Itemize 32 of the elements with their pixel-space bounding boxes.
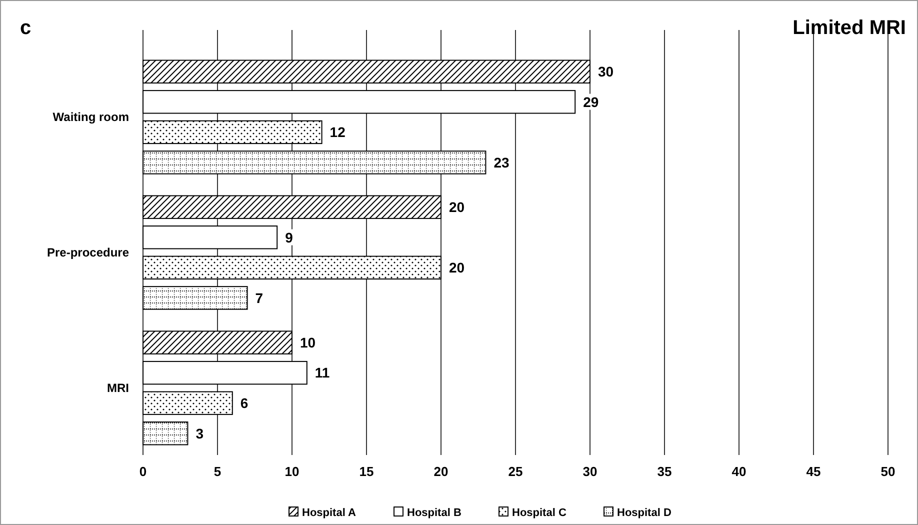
x-tick-label: 15 [359, 464, 374, 480]
y-tick-label: Pre-procedure [46, 245, 130, 260]
legend-label: Hospital D [617, 507, 672, 519]
data-label: 23 [494, 154, 510, 170]
data-label: 20 [449, 198, 465, 215]
data-label: 11 [314, 364, 330, 381]
x-tick-label: 25 [508, 464, 523, 480]
legend-label: Hospital A [302, 507, 356, 519]
x-tick-label: 30 [582, 464, 598, 480]
data-label: 6 [240, 394, 248, 411]
x-tick-label: 20 [434, 464, 448, 480]
x-tick-label: 35 [657, 464, 672, 480]
legend-label: Hospital B [407, 507, 462, 519]
x-tick-label: 5 [214, 464, 222, 480]
data-label: 20 [449, 260, 465, 276]
x-tick-label: 0 [139, 464, 147, 480]
data-label: 29 [583, 94, 599, 110]
x-tick-label: 45 [806, 464, 821, 480]
data-label: 10 [300, 334, 316, 350]
data-label: 3 [196, 425, 204, 442]
y-tick-label: Waiting room [52, 110, 129, 124]
x-tick-label: 50 [880, 464, 896, 480]
legend-label: Hospital C [512, 507, 566, 519]
y-tick-label: MRI [107, 380, 129, 395]
data-label: 30 [598, 64, 614, 80]
data-label: 7 [255, 290, 264, 306]
x-tick-label: 40 [732, 464, 746, 480]
text: c [20, 17, 32, 39]
data-label: 9 [285, 229, 294, 246]
data-label: 12 [330, 124, 346, 140]
chart-title: Limited MRI [792, 17, 906, 39]
x-tick-label: 10 [284, 464, 300, 480]
